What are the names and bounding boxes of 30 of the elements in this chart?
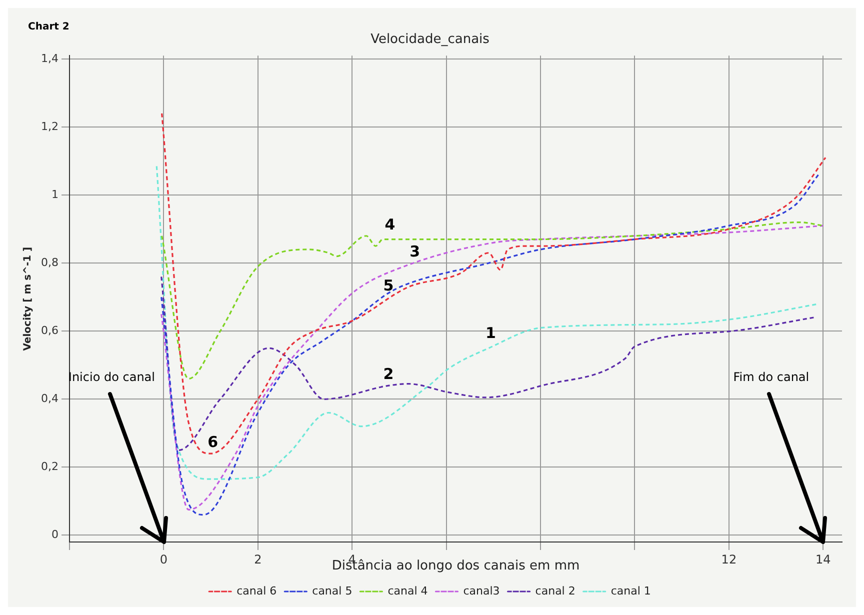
- y-tick-label: 1: [51, 188, 58, 201]
- x-tick-label: 2: [254, 552, 262, 566]
- line-series: [160, 276, 815, 451]
- legend-label: canal 5: [312, 584, 352, 598]
- annotation: 5: [383, 276, 394, 294]
- x-tick-label: 14: [816, 552, 831, 566]
- legend-label: canal3: [463, 584, 500, 598]
- legend-label: canal 4: [388, 584, 428, 598]
- y-tick-label: 0,4: [40, 392, 58, 405]
- y-tick-label: 0,8: [40, 256, 58, 269]
- legend-label: canal 2: [535, 584, 576, 598]
- x-tick-label: 12: [721, 552, 737, 566]
- annotation: 1: [486, 324, 496, 342]
- annotation: 6: [208, 432, 218, 451]
- line-series: [161, 112, 826, 454]
- y-tick-label: 0: [51, 528, 58, 542]
- caption: Chart 2: [28, 22, 70, 33]
- y-tick-label: 0,2: [40, 460, 58, 474]
- legend-label: canal 1: [610, 584, 651, 598]
- annotation: 2: [383, 364, 394, 383]
- y-axis-title: Velocity [ m s^-1 ]: [22, 246, 34, 351]
- annotation: 3: [410, 242, 420, 260]
- annotation: Fim do canal: [733, 370, 810, 384]
- y-tick-label: 0,6: [40, 324, 58, 337]
- annotation: 4: [384, 215, 396, 234]
- chart-title: Velocidade_canais: [370, 32, 490, 48]
- y-tick-label: 1,2: [40, 120, 58, 133]
- x-tick-label: 0: [160, 552, 168, 566]
- y-tick-label: 1,4: [40, 52, 58, 65]
- legend-label: canal 6: [236, 584, 277, 598]
